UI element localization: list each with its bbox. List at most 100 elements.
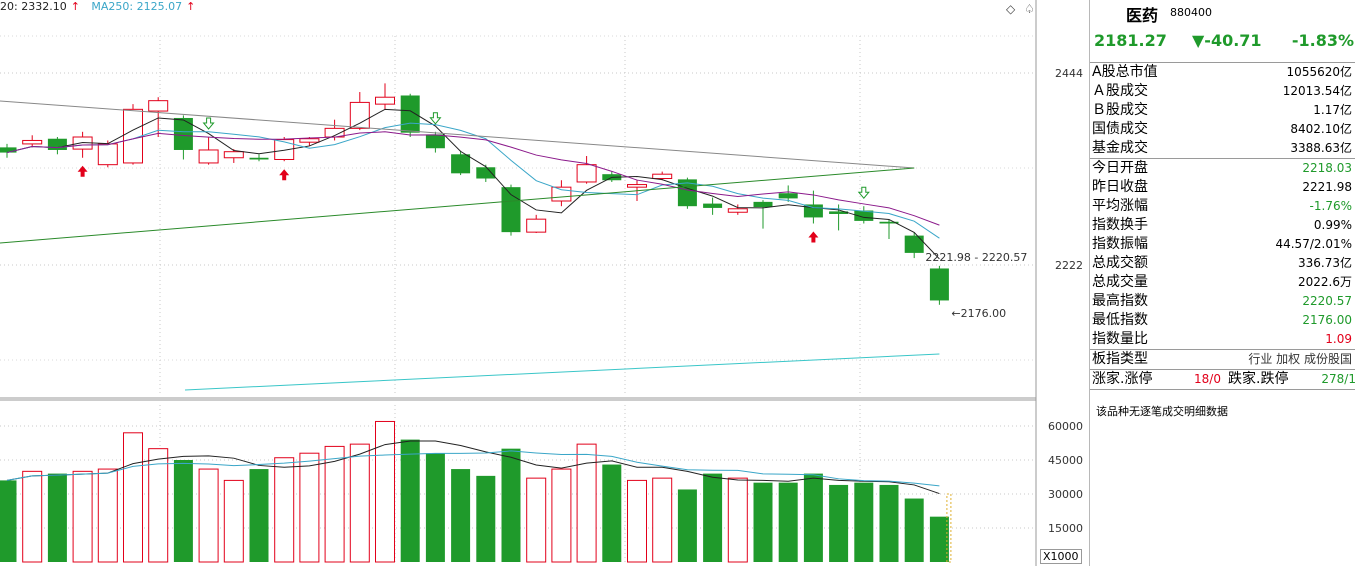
volume-bar xyxy=(929,516,949,562)
spade-icon[interactable]: ♤ xyxy=(1024,2,1035,16)
volume-bar xyxy=(829,484,849,562)
stat-row: A股总市值 1055620亿 xyxy=(1090,62,1355,82)
stat-row-label: 昨日收盘 xyxy=(1092,179,1148,195)
stat-row-value: 336.73亿 xyxy=(1298,256,1352,270)
candle-body xyxy=(703,203,723,208)
volume-bar xyxy=(803,473,823,562)
volume-bar xyxy=(778,482,798,562)
diamond-icon[interactable]: ◇ xyxy=(1006,2,1016,16)
volume-bar xyxy=(198,468,219,563)
stat-row: 基金成交 3388.63亿 xyxy=(1090,139,1355,158)
candle-body xyxy=(148,100,169,112)
volume-bar xyxy=(879,484,899,562)
price-tick-label: 2222 xyxy=(1055,259,1083,272)
stat-row-value: 1.17亿 xyxy=(1313,103,1352,117)
indicator-legend: 20: 2332.10 ↑ MA250: 2125.07 ↑ xyxy=(0,0,203,15)
stat-row-value: 2022.6万 xyxy=(1298,275,1352,289)
volume-bar xyxy=(854,482,874,562)
volume-bar xyxy=(451,469,471,562)
volume-tick-label: 30000 xyxy=(1048,488,1083,501)
candle-body xyxy=(879,221,899,224)
volume-bar xyxy=(47,473,67,562)
stat-row-label: Ａ股成交 xyxy=(1092,83,1148,99)
limit-down-label: 跌家.跌停 xyxy=(1228,371,1289,387)
buy-arrow-icon xyxy=(808,231,819,243)
stat-row-value: 2176.00 xyxy=(1302,313,1352,327)
sell-arrow-icon xyxy=(429,112,442,125)
stat-row-value: -1.76% xyxy=(1309,199,1352,213)
candle-body xyxy=(198,149,219,164)
ma-line-mid xyxy=(6,122,940,239)
stats-table: A股总市值 1055620亿 Ａ股成交 12013.54亿 Ｂ股成交 1.17亿 国债成交 8… xyxy=(1090,62,1355,390)
stat-row: 平均涨幅 -1.76% xyxy=(1090,197,1355,216)
stat-row-label: 最低指数 xyxy=(1092,312,1148,328)
stat-row-value: 2221.98 xyxy=(1302,180,1352,194)
index-name: 医药 xyxy=(1126,6,1159,25)
candle-body xyxy=(727,208,748,213)
candle-body xyxy=(47,138,67,150)
candle-body xyxy=(476,167,496,179)
volume-bar xyxy=(703,473,723,562)
stat-row: 指数量比 1.09 xyxy=(1090,330,1355,349)
candle-body xyxy=(904,235,924,253)
volume-bar xyxy=(299,452,320,563)
low-annotation: ←2176.00 xyxy=(951,307,1006,320)
candle-body xyxy=(349,101,370,129)
ma20-legend: 20: 2332.10 ↑ xyxy=(0,0,80,13)
candle-body xyxy=(526,218,547,233)
candle-body xyxy=(576,164,597,183)
candle-body xyxy=(753,201,773,208)
volume-tick-label: 45000 xyxy=(1048,454,1083,467)
volume-bar xyxy=(476,475,496,562)
stat-row-label: A股总市值 xyxy=(1092,64,1158,80)
volume-bar xyxy=(425,453,445,562)
candle-body xyxy=(501,187,521,233)
volume-bar xyxy=(324,445,345,563)
kline-chart-area[interactable]: 2444 2222 60000 45000 30000 15000 2221.98 - 22… xyxy=(0,0,1088,566)
candle-body xyxy=(425,134,445,149)
volume-bar xyxy=(249,469,269,562)
volume-bar xyxy=(526,477,547,563)
stat-row: 昨日收盘 2221.98 xyxy=(1090,178,1355,197)
stat-row: 最高指数 2220.57 xyxy=(1090,292,1355,311)
stat-row: 最低指数 2176.00 xyxy=(1090,311,1355,330)
stat-row-value: 2220.57 xyxy=(1302,294,1352,308)
candle-body xyxy=(929,268,949,301)
stat-row-label: 指数量比 xyxy=(1092,331,1148,347)
volume-bar xyxy=(0,480,17,562)
trade-detail-note: 该品种无逐笔成交明细数据 xyxy=(1096,405,1228,418)
stat-row-label: 国债成交 xyxy=(1092,121,1148,137)
candle-body xyxy=(778,193,798,199)
ma-line-gray xyxy=(0,100,915,169)
candle-body xyxy=(400,95,420,133)
volume-bar xyxy=(904,498,924,562)
index-code: 880400 xyxy=(1170,6,1212,19)
stat-row-label: 最高指数 xyxy=(1092,293,1148,309)
volume-bar xyxy=(677,489,697,562)
stat-row-value: 1.09 xyxy=(1325,332,1352,346)
volume-ma-long xyxy=(6,450,940,487)
volume-bar xyxy=(501,448,521,562)
stat-row: 总成交额 336.73亿 xyxy=(1090,254,1355,273)
volume-tick-label: 60000 xyxy=(1048,420,1083,433)
stat-row-label: 指数换手 xyxy=(1092,217,1148,233)
stat-row: 指数振幅 44.57/2.01% xyxy=(1090,235,1355,254)
volume-bar xyxy=(97,468,118,563)
volume-bar xyxy=(349,443,370,563)
volume-bar xyxy=(72,470,93,563)
quote-panel: 医药 880400 2181.27 ▼-40.71 -1.83% A股总市值 10… xyxy=(1089,0,1355,566)
stat-row: 国债成交 8402.10亿 xyxy=(1090,120,1355,139)
candle-body xyxy=(173,117,193,150)
volume-bar xyxy=(551,468,572,563)
price-tick-label: 2444 xyxy=(1055,67,1083,80)
stat-row: Ａ股成交 12013.54亿 xyxy=(1090,82,1355,101)
kline-chart[interactable]: 2444 2222 60000 45000 30000 15000 2221.98 - 22… xyxy=(0,0,1088,566)
stat-row-label: 总成交量 xyxy=(1092,274,1148,290)
stat-row-value: 0.99% xyxy=(1313,218,1352,232)
volume-bar xyxy=(375,420,395,563)
volume-bar xyxy=(223,479,244,563)
stat-row: 总成交量 2022.6万 xyxy=(1090,273,1355,292)
volume-bar xyxy=(602,464,622,562)
candle-body xyxy=(652,173,673,180)
volume-ma-short xyxy=(6,440,940,495)
